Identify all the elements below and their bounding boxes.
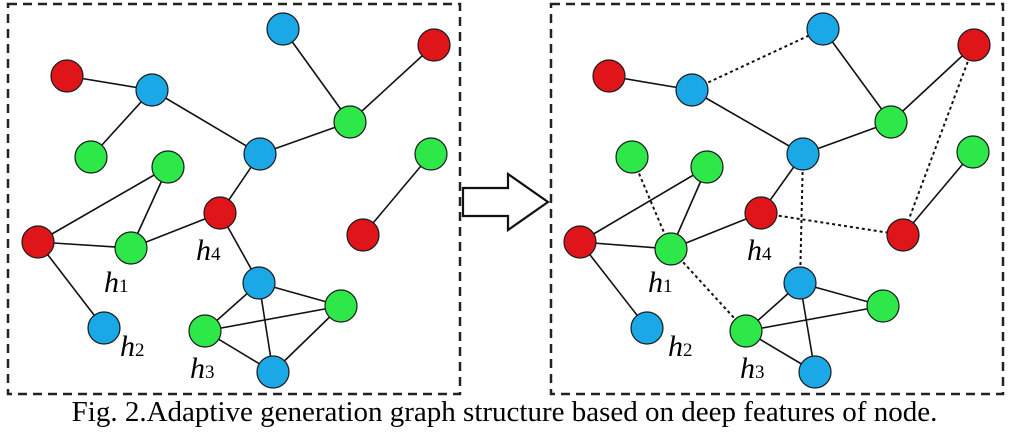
right-edge (890, 44, 975, 123)
left-label-h2: h2 (120, 330, 145, 363)
left-label-h4: h4 (196, 234, 221, 267)
right-label-h4: h4 (747, 234, 772, 267)
right-node-green (729, 314, 763, 348)
label-subscript: 2 (683, 340, 693, 361)
left-node-blue (256, 355, 290, 389)
figure-caption: Fig. 2.Adaptive generation graph structu… (71, 396, 938, 428)
right-generated-edge (799, 153, 804, 284)
left-node-blue (242, 266, 276, 300)
label-base: h (668, 330, 683, 363)
right-generated-edge (631, 156, 672, 250)
label-base: h (747, 234, 762, 267)
left-edge (151, 89, 261, 155)
left-node-blue (243, 137, 277, 171)
left-node-green (324, 289, 358, 323)
right-node-green (956, 135, 990, 169)
left-edge (282, 28, 351, 123)
right-edge (822, 28, 892, 123)
label-base: h (120, 330, 135, 363)
left-edge (349, 44, 435, 123)
right-edge (745, 305, 884, 332)
label-subscript: 4 (211, 244, 221, 265)
right-node-blue (806, 12, 840, 46)
transform-arrow (461, 171, 550, 233)
left-edge (37, 241, 105, 329)
left-frame (6, 2, 462, 396)
right-generated-edge (691, 28, 824, 91)
right-arrow-icon (461, 171, 550, 233)
label-subscript: 3 (205, 362, 215, 383)
right-node-green (615, 140, 649, 174)
left-node-blue (266, 12, 300, 46)
right-generated-edge (760, 212, 904, 236)
label-base: h (196, 234, 211, 267)
label-subscript: 4 (762, 244, 772, 265)
left-node-green (414, 137, 448, 171)
label-base: h (190, 352, 205, 385)
right-node-blue (798, 355, 832, 389)
right-node-red (563, 225, 597, 259)
left-node-green (151, 150, 185, 184)
left-node-red (203, 196, 237, 230)
left-label-h3: h3 (190, 352, 215, 385)
label-subscript: 2 (135, 340, 145, 361)
left-node-green (114, 231, 148, 265)
label-subscript: 3 (755, 362, 765, 383)
right-frame (549, 2, 1005, 396)
left-node-red (417, 28, 451, 62)
label-subscript: 1 (663, 276, 673, 297)
left-node-blue (135, 73, 169, 107)
label-subscript: 1 (119, 276, 129, 297)
right-node-red (744, 196, 778, 230)
right-node-green (690, 150, 724, 184)
left-node-blue (87, 311, 121, 345)
right-generated-edge (670, 248, 747, 332)
right-label-h3: h3 (740, 352, 765, 385)
left-edge (204, 305, 342, 332)
left-node-red (21, 225, 55, 259)
right-node-green (866, 289, 900, 323)
right-node-red (886, 218, 920, 252)
label-base: h (648, 266, 663, 299)
label-base: h (104, 266, 119, 299)
right-node-blue (786, 137, 820, 171)
right-label-h1: h1 (648, 266, 673, 299)
right-node-green (654, 232, 688, 266)
right-edge (902, 151, 974, 236)
right-node-blue (675, 73, 709, 107)
left-edge (362, 153, 432, 236)
right-node-blue (783, 266, 817, 300)
right-edge (691, 89, 804, 155)
right-node-red (957, 28, 991, 62)
left-node-red (346, 218, 380, 252)
left-label-h1: h1 (104, 266, 129, 299)
right-node-blue (630, 311, 664, 345)
left-edge (37, 166, 169, 243)
left-node-green (74, 140, 108, 174)
left-node-red (50, 59, 84, 93)
right-node-red (592, 59, 626, 93)
right-generated-edge (902, 44, 975, 236)
left-node-green (188, 314, 222, 348)
right-edge (579, 166, 708, 243)
left-node-green (333, 105, 367, 139)
right-label-h2: h2 (668, 330, 693, 363)
right-node-green (874, 105, 908, 139)
label-base: h (740, 352, 755, 385)
right-edge (579, 241, 648, 329)
